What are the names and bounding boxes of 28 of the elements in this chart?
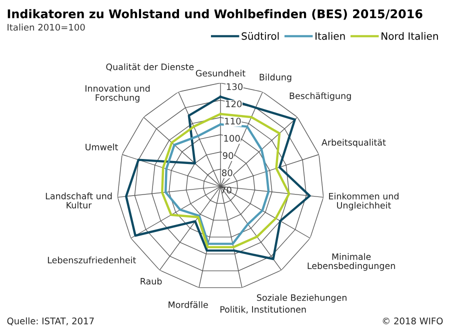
spoke-label: Raub (140, 278, 162, 285)
spoke-label: Einkommen und Ungleichheit (329, 192, 398, 210)
spoke-label: Qualität der Dienste (106, 63, 194, 72)
legend-label: Südtirol (242, 32, 279, 40)
y-tick-label: 110 (225, 118, 241, 125)
spoke-label: Soziale Beziehungen (256, 294, 346, 303)
y-tick-label: 90 (222, 152, 234, 159)
spoke-label: Bildung (260, 74, 292, 82)
spoke-label: Lebenszufriedenheit (48, 256, 136, 264)
legend-label: Italien (316, 32, 345, 40)
spoke-label: Innovation und Forschung (86, 84, 150, 103)
chart-subtitle: Italien 2010=100 (8, 24, 85, 31)
spoke-label: Landschaft und Kultur (46, 192, 112, 208)
text: © 2018 WIFO (382, 318, 443, 324)
y-tick-label: 100 (224, 134, 240, 142)
spoke-label: Minimale Lebensbedingungen (308, 253, 395, 271)
spoke-label: Mordfälle (168, 301, 208, 308)
spoke-label: Politik, Institutionen (220, 306, 306, 314)
legend-label: Nord Italien (382, 32, 438, 40)
y-tick-label: 80 (222, 169, 232, 176)
chart-title: Indikatoren zu Wohlstand und Wohlbefinden (BES) 2015/2016 (8, 9, 422, 20)
y-tick-label: 120 (226, 100, 242, 108)
spoke-label: Beschäftigung (290, 92, 351, 101)
spoke-label: Gesundheit (196, 70, 246, 77)
y-tick-label: 130 (226, 83, 243, 90)
spoke-label: Umwelt (86, 144, 118, 150)
source-note: Quelle: ISTAT, 2017 (7, 317, 94, 326)
spoke-label: Arbeitsqualität (322, 138, 386, 148)
